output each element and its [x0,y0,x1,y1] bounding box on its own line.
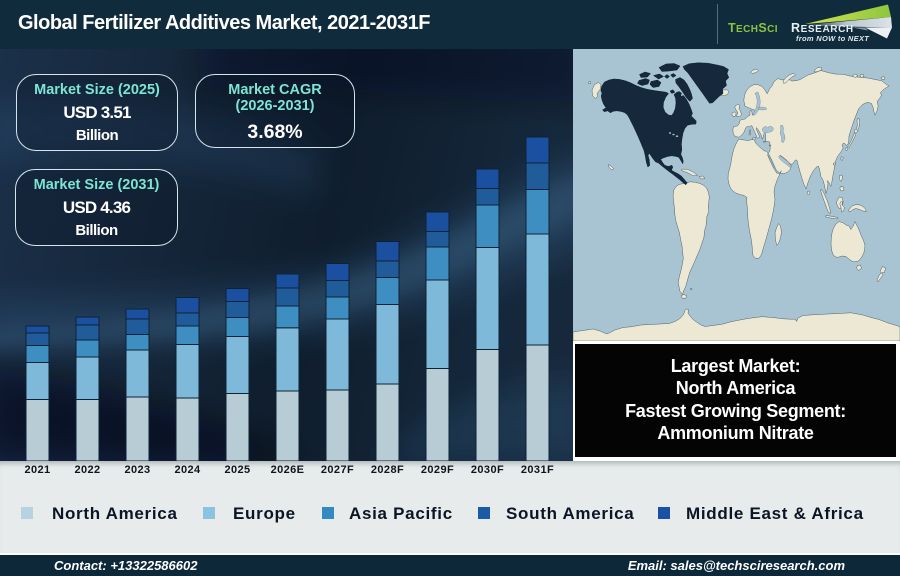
svg-text:from NOW to NEXT: from NOW to NEXT [796,34,870,43]
svg-text:RESEARCH: RESEARCH [791,21,854,35]
svg-text:TECHSCI: TECHSCI [728,21,778,35]
